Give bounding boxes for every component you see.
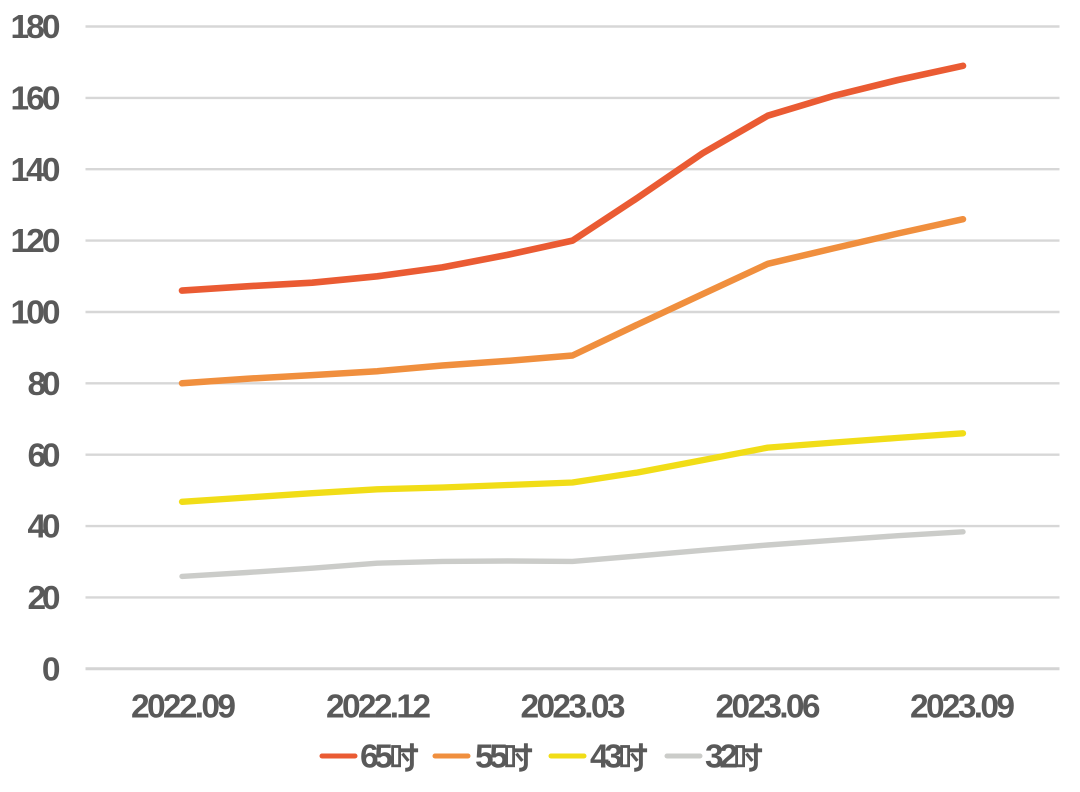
svg-text:2023.03: 2023.03 (521, 688, 626, 725)
svg-text:55: 55 (475, 738, 508, 775)
svg-text:100: 100 (11, 295, 61, 332)
svg-text:43: 43 (590, 738, 623, 775)
svg-text:0: 0 (42, 652, 61, 689)
svg-text:65: 65 (360, 738, 393, 775)
svg-text:80: 80 (28, 366, 61, 403)
svg-text:32: 32 (705, 738, 738, 775)
svg-text:2023.06: 2023.06 (716, 688, 821, 725)
svg-text:140: 140 (11, 152, 61, 189)
svg-text:20: 20 (28, 580, 61, 617)
svg-text:40: 40 (28, 509, 61, 546)
svg-text:160: 160 (11, 81, 61, 118)
svg-text:120: 120 (11, 223, 61, 260)
svg-text:2022.12: 2022.12 (326, 688, 431, 725)
svg-text:2022.09: 2022.09 (131, 688, 236, 725)
svg-text:60: 60 (28, 437, 61, 474)
svg-text:2023.09: 2023.09 (910, 688, 1015, 725)
svg-text:180: 180 (11, 9, 61, 46)
